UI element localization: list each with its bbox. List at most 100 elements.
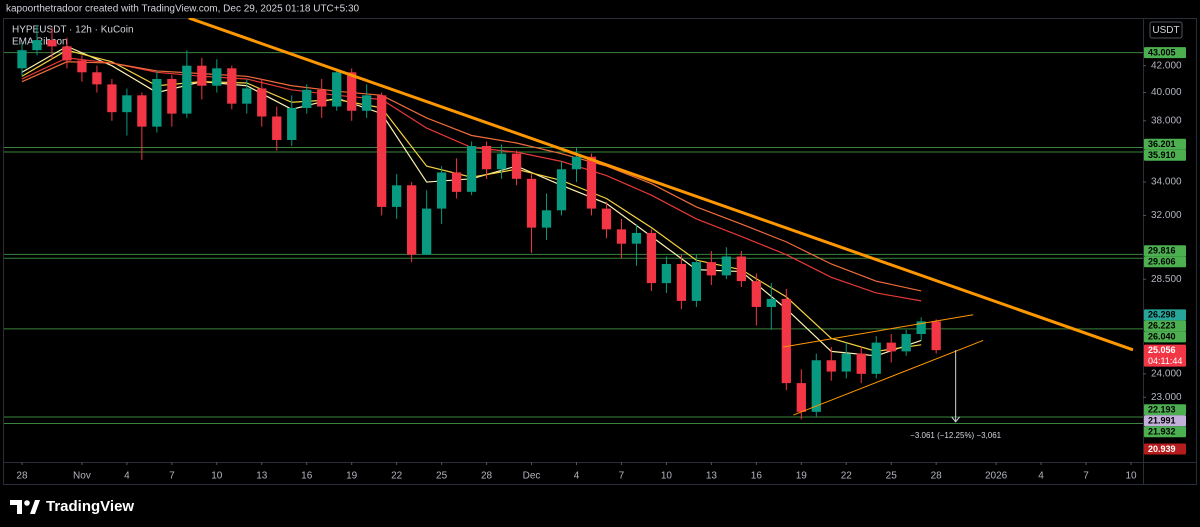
candle-body [242,88,252,104]
candle-body [601,208,612,230]
x-tick-label: 19 [796,471,808,482]
candle-body [886,342,896,352]
candle-body [347,72,357,111]
price-label-bg [1144,245,1186,257]
candle-body [721,256,732,276]
x-tick-label: Dec [523,471,541,482]
x-tick-label: 10 [661,471,673,482]
frame [3,18,1197,485]
plot-area [4,18,1143,424]
candle-body [706,262,717,276]
y-tick-label: 38.000 [1151,115,1182,126]
logo [10,500,40,514]
x-tick-label: 10 [1125,471,1137,482]
x-tick-label: 4 [1038,471,1044,482]
candle-body [481,146,492,170]
brand: TradingView [46,498,134,515]
measure-arrow [951,416,961,423]
x-tick-label: 25 [436,471,448,482]
x-tick-label: 10 [211,471,223,482]
candle-body [92,72,102,85]
price-label-bg [1144,415,1186,427]
candle-body [152,78,162,127]
x-tick-label: 2026 [985,471,1008,482]
candle-body [77,60,87,73]
price-label-bg [1144,404,1186,416]
price-label: 26.040 [1148,332,1176,342]
price-label: 20.939 [1148,444,1176,454]
y-tick-label: 40.000 [1151,87,1182,98]
candle-body [691,262,702,301]
candle-body [122,95,132,113]
price-label: 21.932 [1148,427,1176,437]
header: kapoorthetradoor created with TradingVie… [6,4,360,15]
candle-body [586,156,597,209]
x-tick-label: 19 [346,471,358,482]
candle-body [736,256,746,282]
candle-body [841,353,851,372]
price-label: 26.223 [1148,321,1176,331]
measure-label: −3.061 (−12.25%) −3,061 [910,431,1002,440]
candle-body [362,95,372,111]
price-label: 26.298 [1148,310,1176,320]
price-label: 21.991 [1148,416,1176,426]
ema-line [21,61,922,292]
candle-body [377,95,387,207]
price-label-bg [1144,426,1186,438]
candle-body [451,172,462,192]
price-label: 43.005 [1148,48,1176,58]
candle-body [811,360,821,412]
candle-body [466,146,477,192]
price-label-bg [1144,309,1186,321]
candle-body [406,185,417,255]
candle-body [137,95,147,127]
candle-body [781,298,791,384]
candle-body [197,65,207,86]
candle-body [766,298,776,307]
candle-body [511,153,522,179]
x-tick-label: 13 [706,471,718,482]
candle-body [871,342,881,374]
candle-body [317,89,327,107]
x-tick-label: 4 [124,471,130,482]
price-label-bg [1144,47,1186,59]
currency-box[interactable] [1149,21,1183,39]
candle-body [62,46,72,61]
y-tick-label: 42.000 [1151,60,1182,71]
candle-body [272,116,282,140]
candle-body [676,263,687,301]
x-tick-label: 7 [619,471,625,482]
x-tick-label: 22 [841,471,853,482]
x-tick-label: 7 [1083,471,1089,482]
x-tick-label: 28 [481,471,493,482]
candle-body [556,169,567,211]
x-tick-label: 13 [256,471,268,482]
price-label-bg [1144,256,1186,268]
price-label-bg [1144,331,1186,343]
candle-body [332,72,342,107]
price-label-bg [1144,344,1186,367]
candle-body [796,383,806,412]
candle-body [931,321,941,351]
candle-body [257,88,267,117]
x-tick-label: 4 [574,471,580,482]
price-label-bg [1144,149,1186,161]
y-tick-label: 28.500 [1151,274,1182,285]
price-label: 25.056 [1148,345,1176,355]
price-label-bg [1144,138,1186,150]
candle-body [856,353,866,374]
x-tick-label: 16 [751,471,763,482]
candle-body [47,40,57,47]
price-label-bg [1144,320,1186,332]
y-tick-label: 34.000 [1151,177,1182,188]
trendline [188,18,1134,352]
x-tick-label: 22 [391,471,403,482]
candle-body [32,40,42,51]
candle-body [17,50,27,69]
candle-body [571,156,582,170]
y-tick-label: 24.000 [1151,368,1182,379]
x-tick-label: 16 [301,471,313,482]
currency: USDT [1152,25,1179,36]
